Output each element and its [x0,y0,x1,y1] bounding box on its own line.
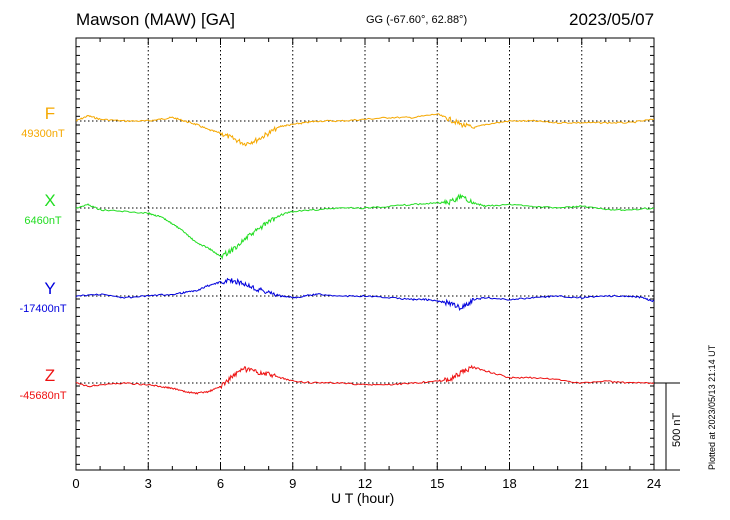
x-tick-label: 15 [430,476,444,491]
x-tick-label: 24 [647,476,661,491]
baseline-value-y: -17400nT [19,303,66,315]
baseline-value-f: 49300nT [21,128,65,140]
plotted-timestamp: Plotted at 2023/05/13 21:14 UT [707,344,717,470]
x-tick-label: 9 [289,476,296,491]
plot-date: 2023/05/07 [569,10,655,29]
series-label-f: F [45,104,55,123]
series-line-x [75,193,655,260]
series-label-x: X [44,191,55,210]
baseline-value-z: -45680nT [19,390,66,402]
x-tick-label: 6 [217,476,224,491]
x-tick-label: 3 [145,476,152,491]
series-label-z: Z [45,366,55,385]
series-line-y [75,277,655,311]
series-line-f [75,113,655,147]
page-title: Mawson (MAW) [GA] [76,10,235,29]
series-label-y: Y [44,279,55,298]
scale-bar-label: 500 nT [671,412,683,447]
baseline-value-x: 6460nT [24,215,62,227]
station-coordinates: GG (-67.60°, 62.88°) [366,14,468,26]
x-tick-label: 18 [502,476,516,491]
x-tick-label: 21 [575,476,589,491]
x-tick-label: 12 [358,476,372,491]
x-axis-label: U T (hour) [331,490,395,506]
series-line-z [75,364,655,395]
x-tick-label: 0 [72,476,79,491]
